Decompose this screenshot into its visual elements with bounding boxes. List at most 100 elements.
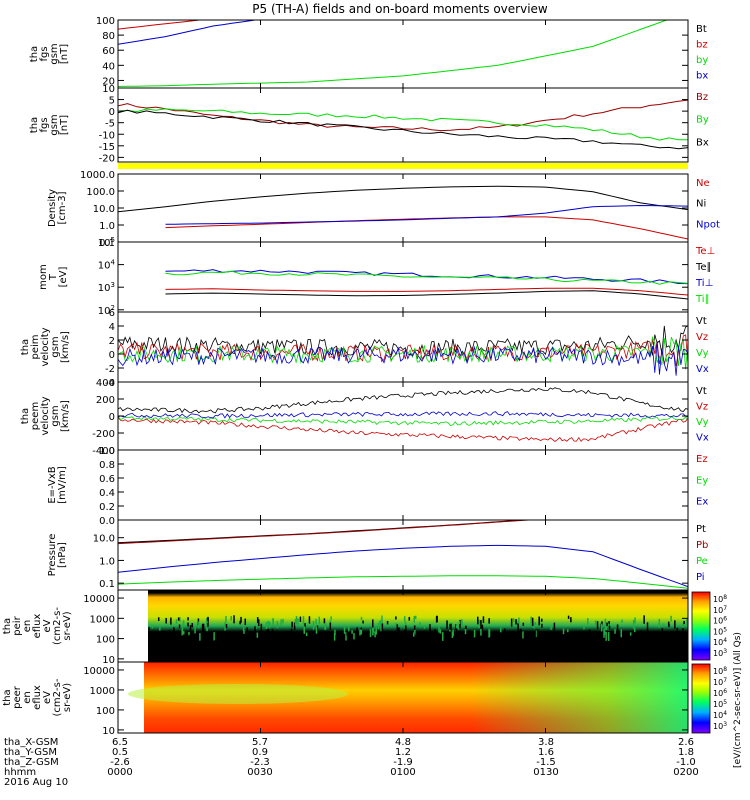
- y-tick-label: 5: [109, 96, 115, 107]
- y-axis-label: en: [22, 620, 33, 633]
- speckle: [207, 616, 209, 621]
- colorbar-tick-label: 103: [713, 648, 727, 658]
- speckle: [482, 616, 485, 623]
- panel-peim-vel: -4 -2 0 2 4 6 tha peim velocity gsm [km/s] Vt Vz Vy Vx: [20, 308, 709, 389]
- speckle: [469, 631, 471, 638]
- speckle: [315, 626, 318, 634]
- y-tick-label: 1.0: [99, 446, 115, 457]
- speckle: [520, 629, 523, 634]
- speckle: [588, 629, 591, 639]
- y-tick-label: 40: [102, 61, 115, 72]
- spectrogram-peer-spec: [118, 662, 688, 733]
- spectrogram-peir-spec: [118, 590, 688, 662]
- speckle: [504, 628, 506, 632]
- speckle: [620, 629, 622, 638]
- legend-entry: Vz: [696, 332, 708, 343]
- speckle: [464, 628, 467, 635]
- colorbar-tick-label: 106: [713, 616, 727, 626]
- series-group-fgs-comp: [118, 99, 688, 150]
- y-axis-label: Pressure: [47, 534, 58, 577]
- y-axis-label: [eV]: [58, 267, 69, 288]
- y-axis-label: tha: [20, 339, 31, 355]
- panel-efield: 0.0 0.2 0.4 0.6 0.8 1.0 E=-VxB [mV/m] Ez Ey Ex: [47, 446, 708, 527]
- y-tick-label: 0: [109, 412, 115, 423]
- speckle: [438, 626, 440, 633]
- speckle: [243, 629, 245, 634]
- speckle: [246, 627, 248, 635]
- speckle: [488, 628, 490, 638]
- series-line-density-0: [165, 216, 688, 240]
- speckle: [207, 617, 209, 627]
- speckle: [148, 627, 150, 631]
- speckle: [206, 627, 208, 632]
- speckle: [276, 621, 279, 629]
- speckle: [522, 631, 524, 639]
- speckle: [255, 624, 257, 630]
- footer-value: 5.7: [252, 737, 268, 748]
- speckle: [686, 619, 688, 626]
- colorbar-tick-label: 104: [713, 710, 727, 720]
- speckle: [604, 623, 607, 630]
- series-line-fgs-comp-1: [118, 108, 688, 141]
- speckle: [324, 625, 326, 630]
- legend-entry: Bt: [696, 24, 707, 35]
- speckle: [159, 625, 161, 631]
- speckle: [667, 621, 670, 626]
- speckle: [206, 619, 208, 624]
- speckle: [560, 631, 563, 637]
- y-tick-label: 0.0: [99, 516, 115, 527]
- speckle: [360, 616, 363, 621]
- series-line-temperature-1: [165, 290, 688, 300]
- y-axis-label: gsm: [49, 114, 60, 135]
- series-line-peem-vel-1: [118, 417, 688, 443]
- y-tick-label: 1000: [90, 686, 115, 697]
- speckle: [500, 627, 502, 633]
- speckle: [345, 632, 347, 641]
- speckle: [256, 617, 259, 624]
- speckle: [480, 628, 482, 636]
- speckle: [524, 631, 526, 640]
- legend-entry: by: [696, 55, 708, 66]
- speckle: [312, 620, 315, 630]
- y-axis-label: Density: [47, 189, 58, 227]
- y-axis-label: [mV/m]: [57, 466, 68, 504]
- footer-value: -1.9: [393, 757, 413, 768]
- footer-value: 0100: [390, 767, 415, 778]
- speckle: [603, 628, 606, 635]
- legend-entry: Vx: [696, 364, 709, 375]
- speckle: [257, 619, 260, 627]
- y-tick-label: -2: [105, 364, 115, 375]
- footer-value: 4.8: [395, 737, 411, 748]
- speckle: [293, 622, 296, 630]
- speckle: [178, 624, 181, 629]
- speckle: [202, 623, 205, 632]
- footer-value: -1.5: [536, 757, 556, 768]
- y-axis-label: eV: [42, 691, 53, 704]
- legend-entry: Npot: [696, 219, 720, 230]
- y-axis-label: mom: [38, 264, 49, 290]
- speckle: [305, 632, 308, 637]
- footer-row-label: tha_Z-GSM: [4, 757, 59, 768]
- speckle: [369, 629, 372, 638]
- speckle: [256, 632, 259, 638]
- speckle: [519, 628, 522, 634]
- speckle: [623, 631, 625, 641]
- speckle: [423, 625, 426, 629]
- y-axis-label: tha: [2, 618, 13, 634]
- y-tick-label: 400: [96, 378, 115, 389]
- series-line-peem-vel-0: [118, 387, 688, 414]
- y-tick-label: 1000: [90, 614, 115, 625]
- colorbar: [691, 663, 711, 734]
- speckle: [175, 619, 178, 624]
- speckle: [493, 632, 496, 642]
- speckle: [198, 621, 200, 629]
- y-tick-label: 104: [98, 259, 116, 272]
- speckle: [632, 620, 635, 629]
- speckle: [151, 624, 154, 629]
- speckle: [191, 623, 194, 628]
- y-axis-label: E=-VxB: [47, 466, 58, 503]
- speckle: [634, 617, 636, 624]
- legend-entry: Ne: [696, 178, 710, 189]
- y-tick-label: 4: [109, 322, 115, 333]
